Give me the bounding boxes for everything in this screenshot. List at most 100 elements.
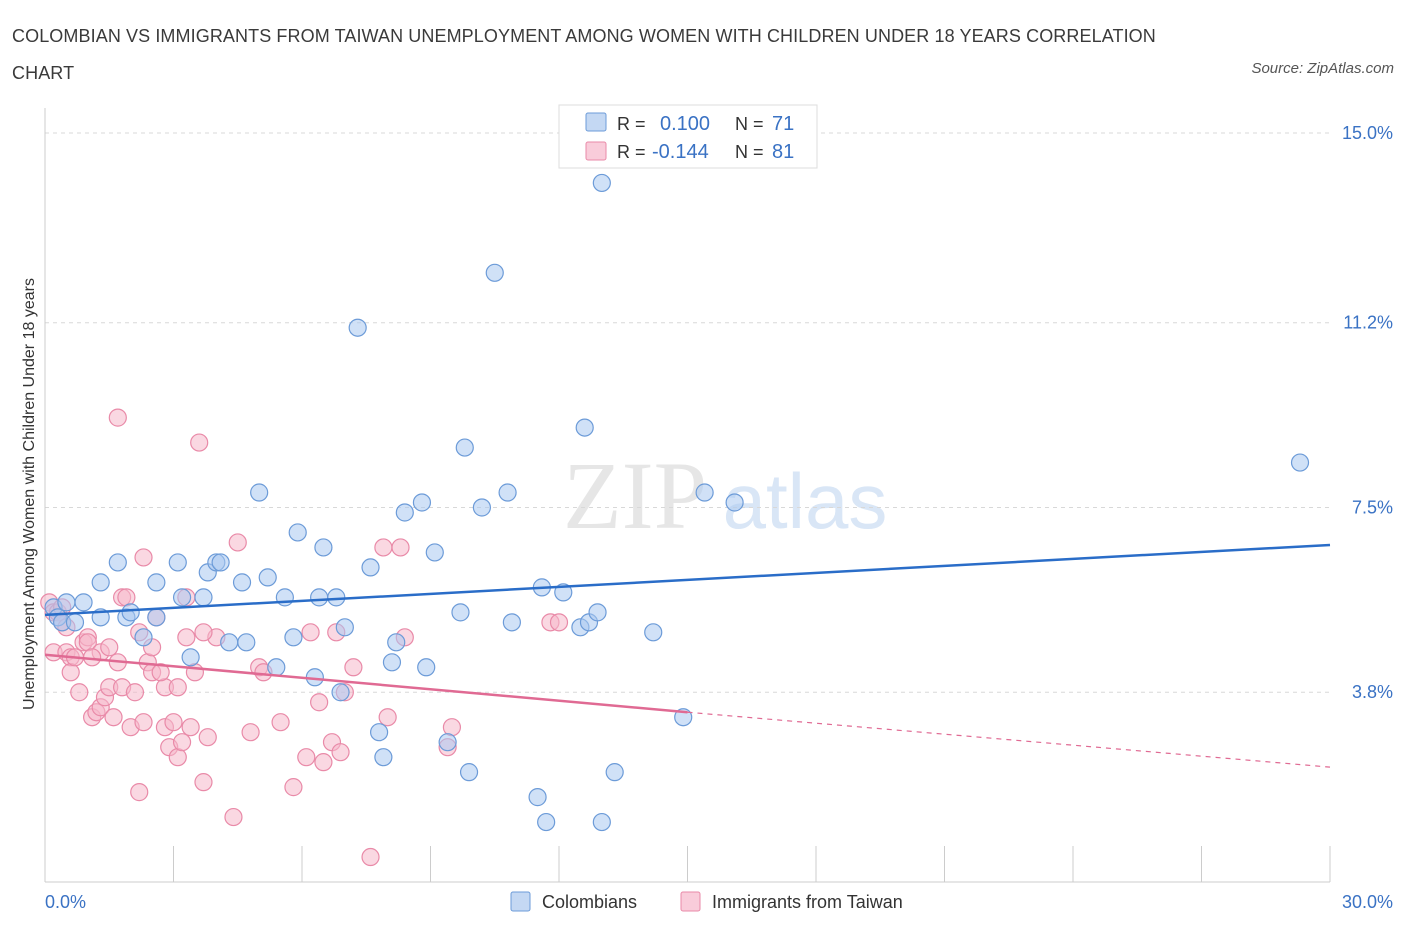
- tick-labels: 3.8% 7.5% 11.2% 15.0% 0.0% 30.0%: [45, 123, 1393, 912]
- point-taiwan-68: [378, 708, 397, 727]
- y-tick-label-1: 7.5%: [1352, 497, 1393, 517]
- point-colombians-7: [91, 573, 110, 592]
- point-colombians-12: [147, 573, 166, 592]
- point-taiwan-57: [284, 778, 303, 797]
- legend-top: R = 0.100 N = 71 R = -0.144 N = 81: [558, 104, 818, 169]
- legend-n-value-2: 81: [772, 141, 794, 163]
- legend-swatch-taiwan: [585, 141, 607, 161]
- point-colombians-16: [181, 648, 200, 667]
- point-taiwan-72: [442, 718, 462, 737]
- y-tick-label-2: 11.2%: [1343, 313, 1393, 333]
- point-colombians-22: [232, 573, 252, 592]
- point-taiwan-67: [374, 538, 393, 557]
- point-taiwan-77: [151, 663, 170, 682]
- y-tick-label-3: 15.0%: [1342, 123, 1393, 143]
- point-taiwan-22: [108, 408, 127, 427]
- point-colombians-39: [374, 748, 393, 767]
- point-colombians-40: [382, 653, 402, 672]
- point-taiwan-79: [301, 623, 320, 642]
- point-taiwan-20: [100, 638, 119, 657]
- point-colombians-17: [194, 588, 213, 607]
- point-colombians-67: [695, 483, 714, 502]
- watermark-zip: ZIP: [563, 442, 707, 549]
- point-taiwan-47: [190, 433, 209, 452]
- watermark-atlas: atlas: [723, 457, 888, 545]
- point-colombians-45: [425, 543, 444, 562]
- grid: [45, 132, 1330, 693]
- point-colombians-66: [674, 708, 693, 727]
- legend-n-label-1: N =: [735, 114, 764, 134]
- point-taiwan-30: [134, 713, 153, 732]
- point-colombians-29: [288, 523, 307, 542]
- x-tick-label-1: 30.0%: [1342, 892, 1393, 912]
- point-colombians-34: [331, 683, 350, 702]
- point-colombians-8: [108, 553, 127, 572]
- point-colombians-41: [387, 633, 406, 652]
- point-taiwan-63: [331, 743, 350, 762]
- point-colombians-42: [395, 503, 414, 522]
- point-taiwan-66: [361, 847, 380, 867]
- point-taiwan-48: [194, 773, 213, 792]
- point-taiwan-44: [177, 628, 196, 647]
- y-axis-label: Unemployment Among Women with Children U…: [21, 278, 38, 710]
- point-colombians-2: [57, 593, 76, 612]
- legend-r-value-2: -0.144: [652, 141, 709, 163]
- point-taiwan-58: [297, 748, 316, 767]
- legend-r-label-2: R =: [617, 142, 646, 162]
- point-colombians-10: [121, 603, 140, 622]
- chart-title: COLOMBIAN VS IMMIGRANTS FROM TAIWAN UNEM…: [12, 26, 1156, 83]
- point-colombians-64: [605, 763, 624, 782]
- point-colombians-47: [451, 603, 470, 622]
- point-colombians-53: [502, 613, 521, 632]
- point-colombians-31: [310, 588, 329, 607]
- point-colombians-44: [417, 658, 436, 677]
- point-colombians-4: [65, 613, 85, 632]
- point-colombians-54: [528, 788, 547, 807]
- point-taiwan-31: [134, 548, 153, 567]
- legend-bottom: Colombians Immigrants from Taiwan: [510, 891, 903, 912]
- point-colombians-50: [472, 498, 491, 517]
- point-colombians-38: [370, 723, 389, 742]
- axes: [44, 108, 1331, 883]
- legend-r-label-1: R =: [617, 114, 646, 134]
- point-taiwan-56: [271, 713, 290, 732]
- point-colombians-46: [438, 733, 457, 752]
- point-colombians-15: [172, 588, 192, 607]
- legend-n-label-2: N =: [735, 142, 764, 162]
- legend-swatch-colombians: [585, 112, 607, 132]
- point-taiwan-51: [224, 807, 243, 827]
- point-colombians-65: [644, 623, 663, 642]
- point-colombians-43: [412, 493, 432, 512]
- point-colombians-28: [284, 628, 303, 647]
- point-taiwan-8: [61, 663, 80, 682]
- point-colombians-56: [537, 812, 556, 832]
- point-taiwan-46: [185, 663, 205, 682]
- point-colombians-61: [588, 603, 607, 622]
- legend-bottom-label-taiwan: Immigrants from Taiwan: [712, 892, 903, 912]
- point-taiwan-74: [549, 613, 569, 632]
- point-colombians-26: [267, 658, 286, 677]
- y-tick-label-0: 3.8%: [1352, 682, 1393, 702]
- legend-bottom-label-colombians: Colombians: [542, 892, 637, 912]
- trendline-taiwan-extension: [687, 711, 1331, 768]
- point-taiwan-40: [168, 678, 187, 697]
- point-colombians-58: [575, 418, 594, 437]
- point-colombians-35: [335, 618, 354, 637]
- point-taiwan-41: [168, 748, 187, 767]
- point-taiwan-39: [164, 713, 183, 732]
- point-colombians-5: [74, 593, 93, 612]
- point-taiwan-52: [228, 533, 247, 552]
- point-colombians-69: [1290, 453, 1310, 472]
- point-colombians-21: [220, 633, 239, 652]
- point-taiwan-49: [198, 728, 217, 747]
- point-taiwan-45: [181, 718, 200, 737]
- legend-n-value-1: 71: [772, 113, 794, 135]
- legend-bottom-swatch-taiwan: [680, 891, 701, 912]
- point-colombians-62: [592, 173, 611, 193]
- point-colombians-37: [361, 558, 380, 577]
- point-colombians-13: [147, 608, 166, 627]
- point-colombians-33: [327, 588, 346, 607]
- x-tick-label-0: 0.0%: [45, 892, 86, 912]
- point-colombians-25: [258, 568, 277, 587]
- data-points: [40, 173, 1310, 867]
